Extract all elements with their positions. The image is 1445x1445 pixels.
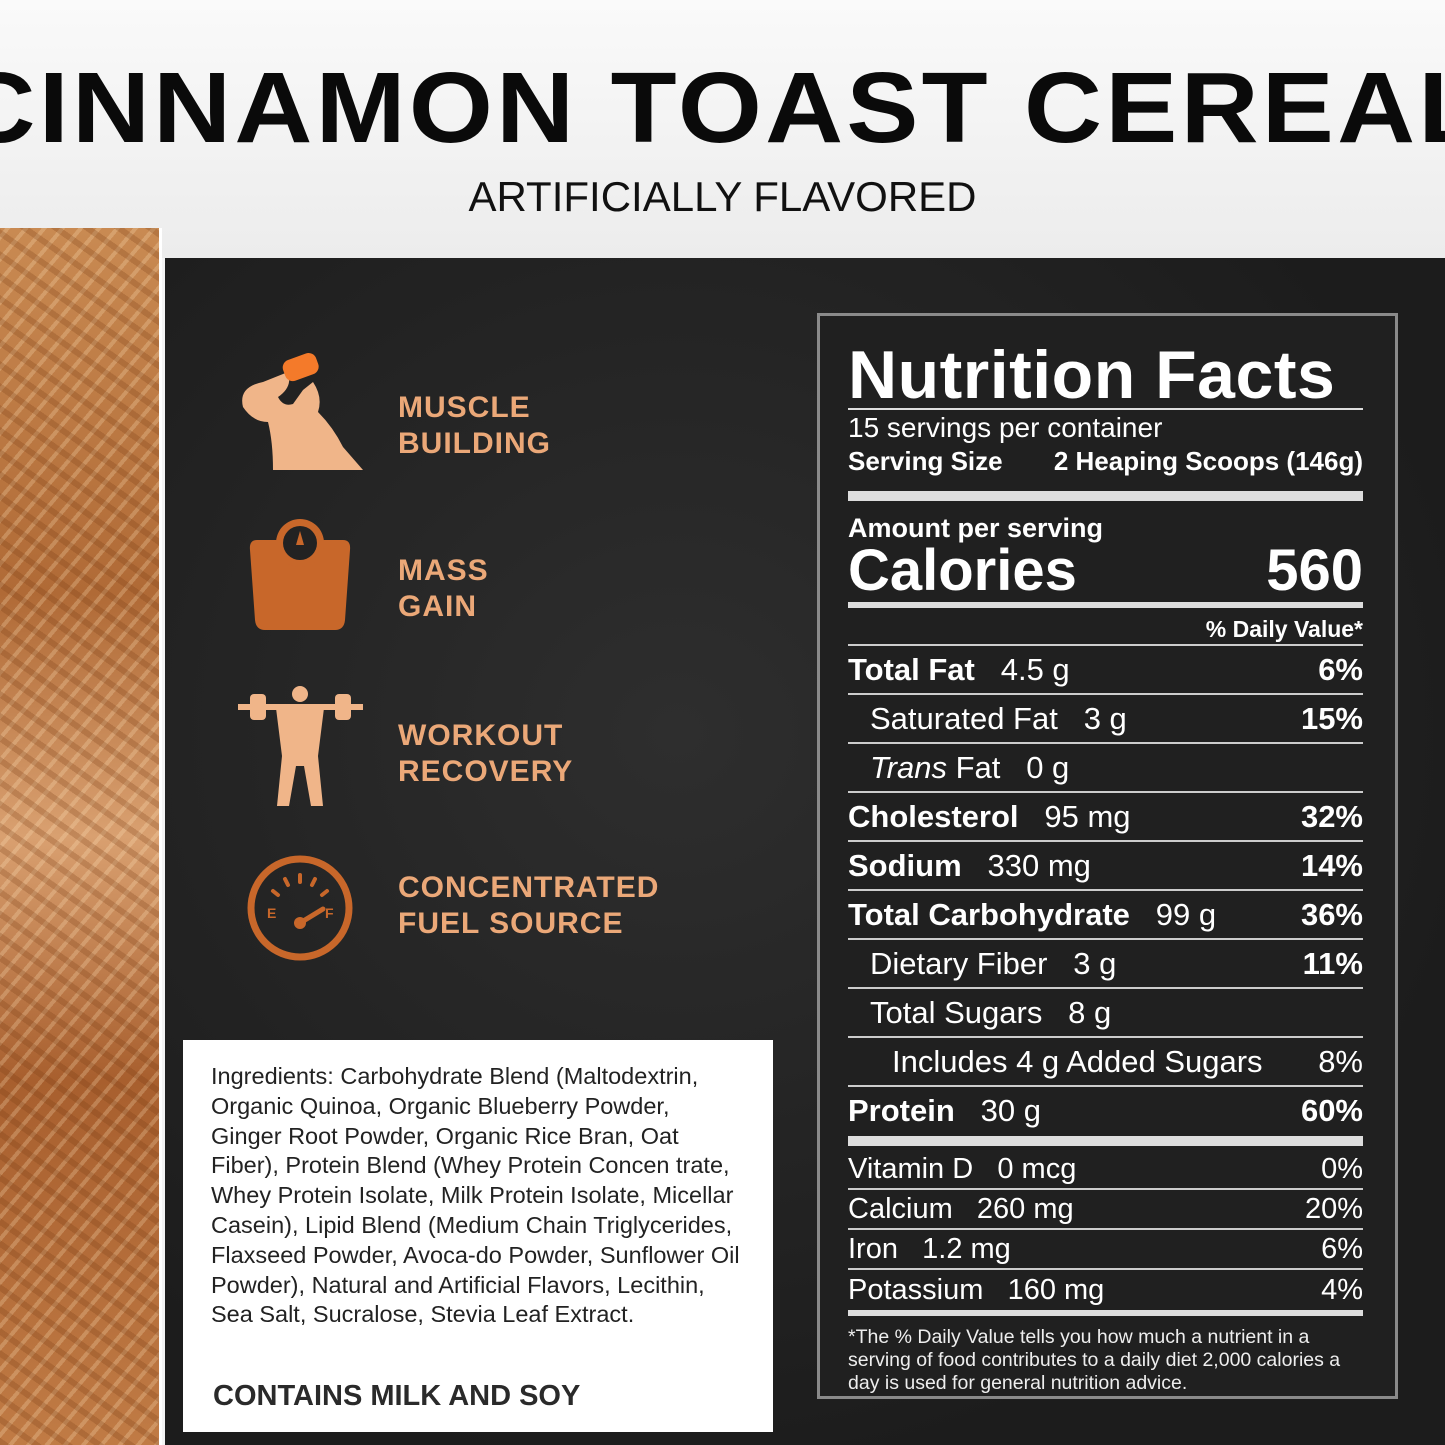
nutrient-dv: 11% bbox=[1302, 946, 1363, 981]
header-background bbox=[0, 0, 1445, 258]
weightlifter-icon bbox=[230, 685, 370, 808]
nutrient-amount: 0 g bbox=[1026, 750, 1070, 785]
nutrient-dv: 8% bbox=[1318, 1044, 1363, 1079]
ingredients-box: Ingredients: Carbohydrate Blend (Maltode… bbox=[183, 1040, 773, 1432]
vitamin-dv: 0% bbox=[1321, 1152, 1363, 1185]
feature-workout-recovery: WORKOUT RECOVERY bbox=[230, 685, 572, 808]
feature-muscle-building: MUSCLE BUILDING bbox=[230, 352, 550, 472]
cereal-photo bbox=[0, 228, 162, 1445]
nutrient-row: Cholesterol 95 mg 32% bbox=[848, 793, 1363, 842]
nutrient-row: Trans Fat 0 g bbox=[848, 744, 1363, 793]
allergen-statement: CONTAINS MILK AND SOY bbox=[213, 1380, 581, 1412]
vitamin-row: Potassium 160 mg 4% bbox=[848, 1270, 1363, 1310]
nutrient-row: Includes 4 g Added Sugars 8% bbox=[848, 1038, 1363, 1087]
drinking-man-icon bbox=[230, 352, 370, 472]
nutrient-dv: 14% bbox=[1300, 848, 1363, 883]
nutrient-dv: 6% bbox=[1318, 652, 1363, 687]
daily-value-header: % Daily Value* bbox=[848, 608, 1363, 646]
nutrient-name: Sodium bbox=[848, 848, 962, 883]
nutrient-amount: 330 mg bbox=[987, 848, 1091, 883]
feature-label: MUSCLE BUILDING bbox=[398, 391, 551, 460]
ingredients-text: Ingredients: Carbohydrate Blend (Maltode… bbox=[211, 1062, 745, 1330]
daily-value-footnote: *The % Daily Value tells you how much a … bbox=[848, 1326, 1341, 1394]
nutrient-name: Total Fat bbox=[848, 652, 975, 687]
nutrient-name: Protein bbox=[848, 1093, 955, 1128]
nutrition-title: Nutrition Facts bbox=[848, 337, 1336, 413]
nutrient-amount: 3 g bbox=[1073, 946, 1117, 981]
nutrient-amount: 30 g bbox=[980, 1093, 1041, 1128]
nutrient-name: Trans Fat bbox=[870, 750, 1001, 785]
calories-value: 560 bbox=[1266, 538, 1363, 603]
vitamin-row: Iron 1.2 mg 6% bbox=[848, 1230, 1363, 1270]
serving-size-label: Serving Size bbox=[848, 446, 1003, 476]
vitamin-row: Vitamin D 0 mcg 0% bbox=[848, 1150, 1363, 1190]
serving-size: 2 Heaping Scoops (146g) bbox=[1053, 446, 1363, 476]
nutrient-row: Dietary Fiber 3 g 11% bbox=[848, 940, 1363, 989]
nutrient-amount: 4.5 g bbox=[1000, 652, 1070, 687]
feature-label: WORKOUT RECOVERY bbox=[398, 719, 574, 788]
vitamin-dv: 4% bbox=[1321, 1273, 1363, 1306]
nutrient-row: Protein 30 g 60% bbox=[848, 1087, 1363, 1136]
vitamin-amount: 260 mg bbox=[976, 1192, 1074, 1225]
nutrient-dv: 32% bbox=[1300, 799, 1363, 834]
calories-label: Calories bbox=[848, 538, 1077, 603]
feature-label: MASS GAIN bbox=[398, 554, 489, 623]
servings-per-container: 15 servings per container bbox=[848, 412, 1163, 443]
vitamin-amount: 1.2 mg bbox=[922, 1232, 1011, 1265]
nutrient-row: Total Fat 4.5 g 6% bbox=[848, 646, 1363, 695]
vitamin-name: Calcium bbox=[848, 1192, 953, 1225]
feature-mass-gain: MASS GAIN bbox=[230, 515, 488, 635]
nutrient-name: Cholesterol bbox=[848, 799, 1019, 834]
scale-icon bbox=[230, 515, 370, 635]
vitamin-name: Vitamin D bbox=[848, 1152, 974, 1185]
nutrient-name: Saturated Fat bbox=[870, 701, 1058, 736]
vitamin-name: Iron bbox=[848, 1232, 898, 1265]
ingredients-list: Carbohydrate Blend (Maltodextrin, Organi… bbox=[211, 1063, 740, 1328]
product-subtitle: ARTIFICIALLY FLAVORED bbox=[468, 173, 977, 220]
vitamin-amount: 0 mcg bbox=[997, 1152, 1077, 1185]
nutrition-facts-panel: Nutrition Facts 15 servings per containe… bbox=[817, 313, 1398, 1399]
nutrient-name: Total Carbohydrate bbox=[848, 897, 1130, 932]
vitamin-amount: 160 mg bbox=[1007, 1273, 1105, 1306]
nutrient-amount: 8 g bbox=[1068, 995, 1112, 1030]
product-title: CINNAMON TOAST CEREAL bbox=[0, 52, 1445, 164]
nutrient-row: Total Carbohydrate 99 g 36% bbox=[848, 891, 1363, 940]
vitamin-name: Potassium bbox=[848, 1273, 984, 1306]
svg-text:F: F bbox=[325, 905, 334, 921]
feature-label: CONCENTRATED FUEL SOURCE bbox=[398, 871, 660, 940]
nutrient-row: Saturated Fat 3 g 15% bbox=[848, 695, 1363, 744]
vitamin-dv: 20% bbox=[1304, 1192, 1363, 1225]
nutrient-row: Sodium 330 mg 14% bbox=[848, 842, 1363, 891]
vitamin-dv: 6% bbox=[1321, 1232, 1363, 1265]
nutrient-dv: 15% bbox=[1300, 701, 1363, 736]
amount-per-serving: Amount per serving bbox=[848, 513, 1104, 543]
nutrient-dv: 60% bbox=[1300, 1093, 1363, 1128]
nutrient-amount: 3 g bbox=[1083, 701, 1127, 736]
nutrient-amount: 95 mg bbox=[1044, 799, 1131, 834]
ingredients-label: Ingredients: bbox=[211, 1063, 334, 1089]
nutrient-name: Dietary Fiber bbox=[870, 946, 1048, 981]
nutrient-row: Total Sugars 8 g bbox=[848, 989, 1363, 1038]
vitamin-row: Calcium 260 mg 20% bbox=[848, 1190, 1363, 1230]
svg-text:E: E bbox=[267, 905, 276, 921]
nutrient-dv: 36% bbox=[1300, 897, 1363, 932]
nutrient-name: Includes 4 g Added Sugars bbox=[892, 1044, 1263, 1079]
nutrient-name: Total Sugars bbox=[870, 995, 1043, 1030]
nutrient-amount: 99 g bbox=[1155, 897, 1217, 932]
